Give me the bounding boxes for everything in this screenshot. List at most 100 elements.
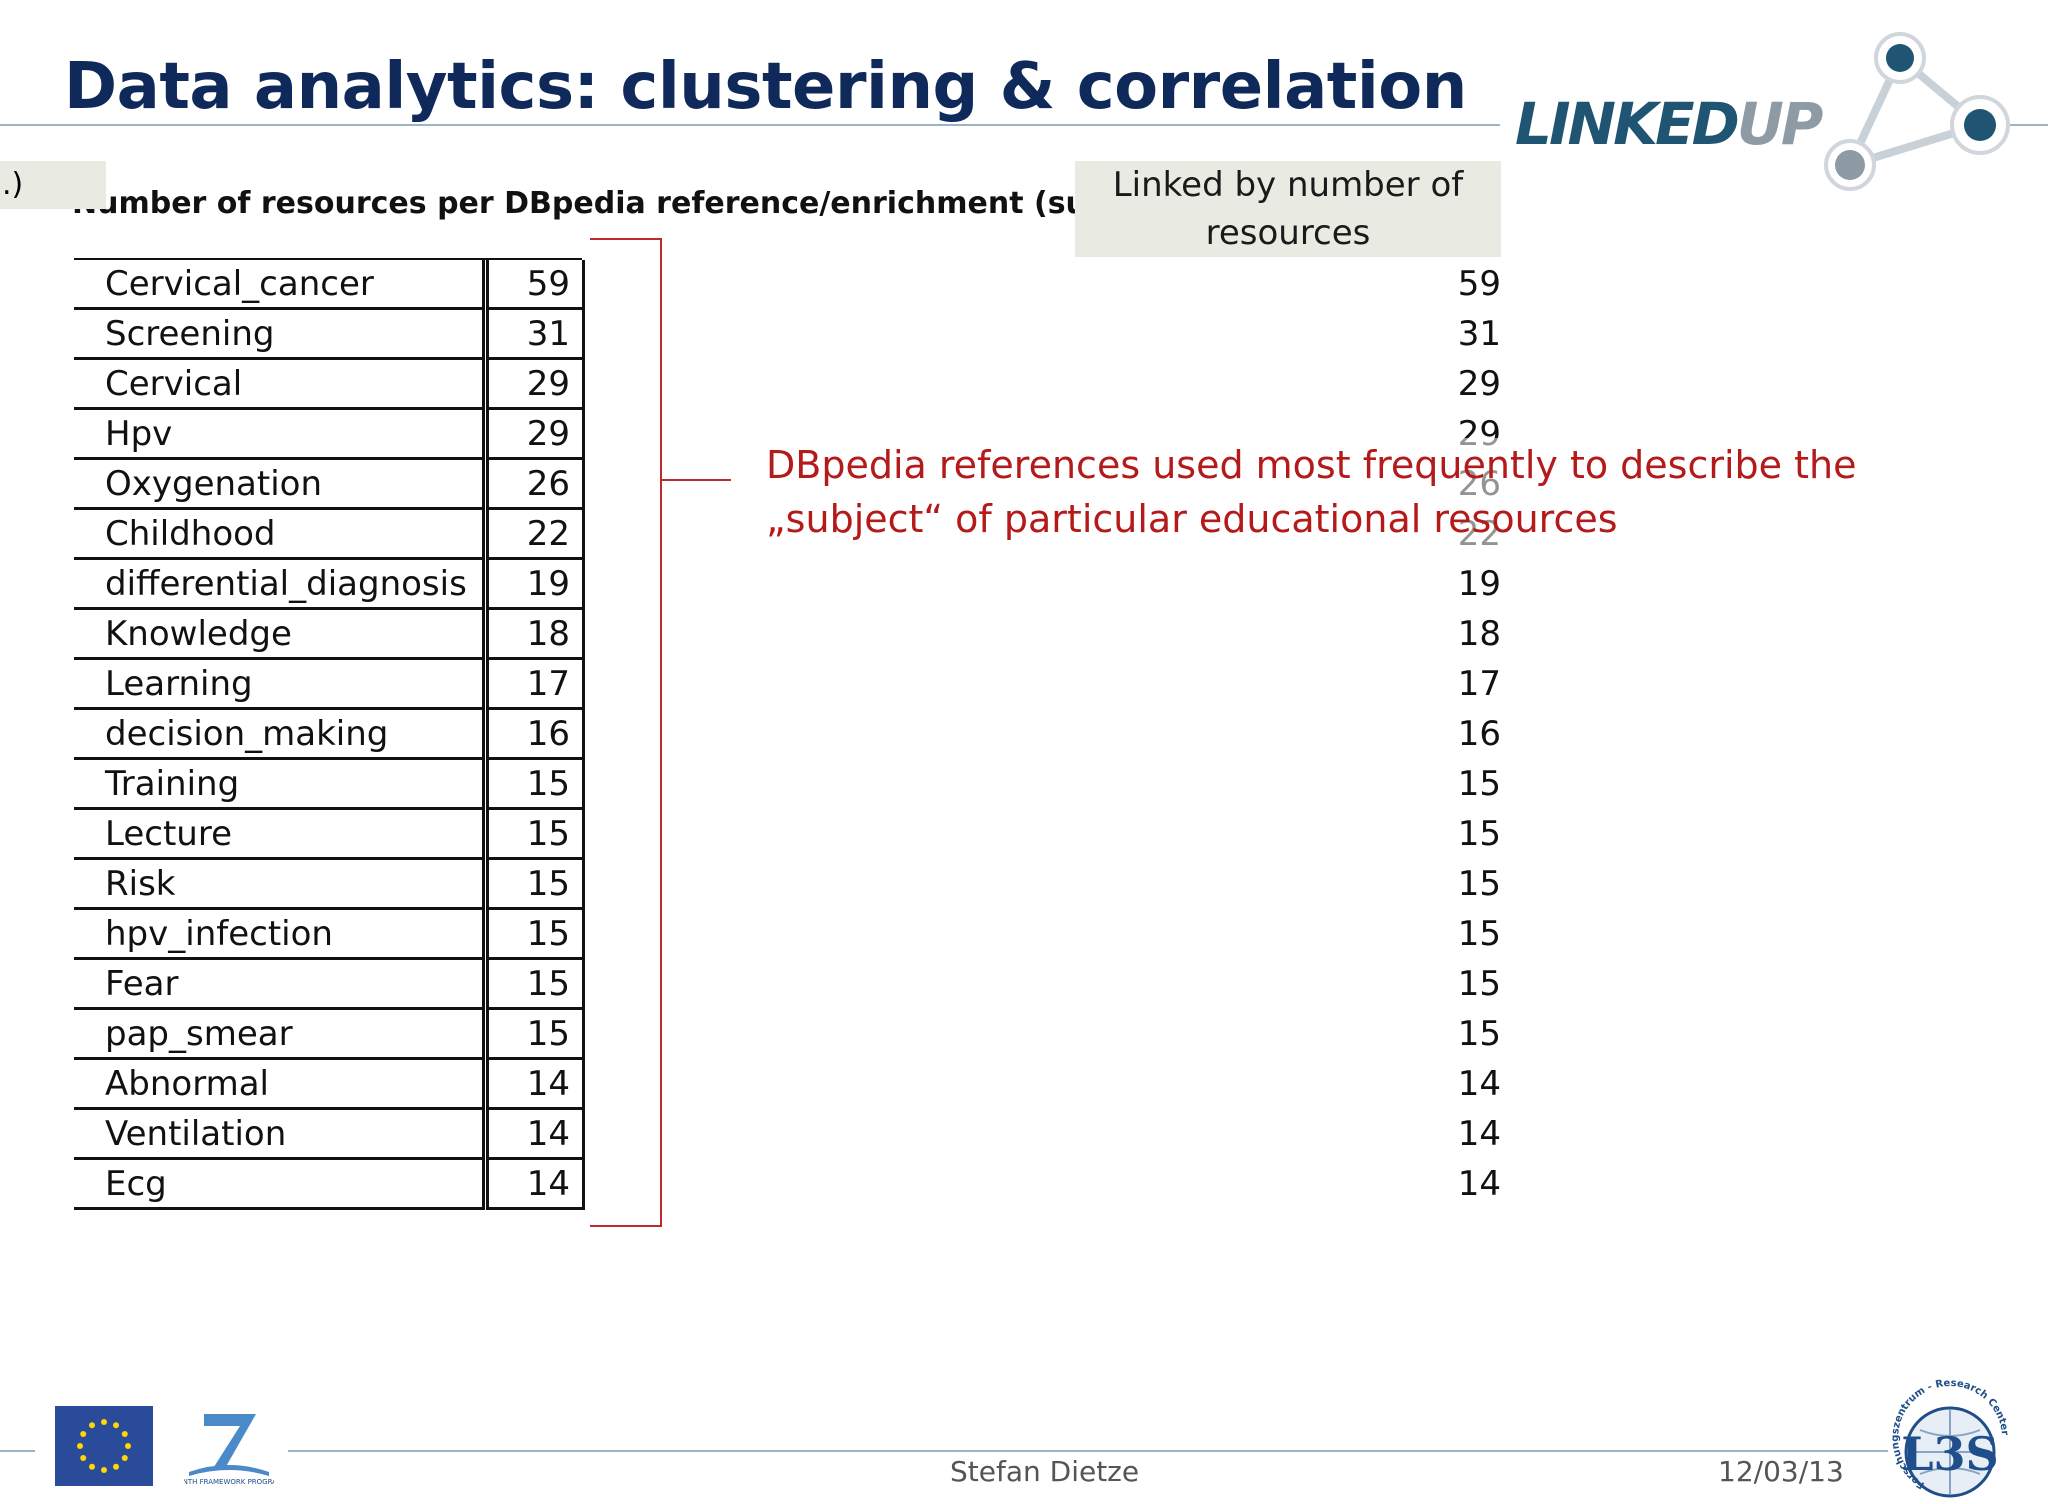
table-row-value: 29 [486,360,585,410]
linked-value: 18 [1457,614,1501,654]
row-value: 14 [526,1064,570,1104]
linked-value: 17 [1457,664,1501,704]
row-label: Ventilation [105,1114,287,1154]
truncated-cell: .) [0,161,106,209]
row-value: 59 [526,264,570,304]
row-label: pap_smear [105,1014,293,1054]
row-label: differential_diagnosis [105,564,467,604]
eu-star [89,1422,95,1429]
linked-value: 31 [1457,314,1501,354]
linked-value: 16 [1457,714,1501,754]
table-row-value: 59 [486,260,585,310]
table-row-name: Risk [74,860,485,910]
row-label: Learning [105,664,253,704]
linked-value: 19 [1457,564,1501,604]
row-value: 17 [526,664,570,704]
row-label: Oxygenation [105,464,323,504]
header-rule [0,124,1500,126]
eu-star [113,1422,119,1429]
bracket [590,238,695,1227]
row-label: decision_making [105,714,389,754]
linked-column-header: Linked by number of resources [1075,161,1501,257]
table-row-name: Abnormal [74,1060,485,1110]
linked-value: 15 [1457,814,1501,854]
table-row-name: Cervical [74,360,485,410]
row-value: 16 [526,714,570,754]
row-value: 15 [526,764,570,804]
linked-value: 15 [1457,864,1501,904]
table-row-value: 14 [486,1160,585,1210]
table-row-value: 19 [486,560,585,610]
row-label: Ecg [105,1164,167,1204]
l3s-text: L3S [1901,1427,1999,1481]
eu-star [121,1431,128,1437]
row-label: Screening [105,314,275,354]
linked-value: 15 [1457,1014,1501,1054]
table-row-name: Ventilation [74,1110,485,1160]
row-value: 26 [526,464,570,504]
table-row-value: 14 [486,1060,585,1110]
l3s-logo: L3S Forschungszentrum - Research Center [1890,1378,2010,1498]
table-row-name: Knowledge [74,610,485,660]
eu-star [80,1455,87,1461]
table-row-name: differential_diagnosis [74,560,485,610]
table-row-name: Training [74,760,485,810]
row-value: 15 [526,814,570,854]
footer-rule-left [0,1450,35,1452]
table-row-name: Learning [74,660,485,710]
linkedup-network-icon [1824,32,2010,191]
row-value: 29 [526,414,570,454]
row-label: Risk [105,864,176,904]
linked-value: 29 [1457,364,1501,404]
table-row-value: 31 [486,310,585,360]
linked-value: 59 [1457,264,1501,304]
table-row-value: 26 [486,460,585,510]
row-label: Fear [105,964,179,1004]
row-value: 31 [526,314,570,354]
table-row-value: 16 [486,710,585,760]
eu-star [80,1431,87,1437]
row-value: 18 [526,614,570,654]
table-top-border [74,258,582,260]
table-row-name: Oxygenation [74,460,485,510]
eu-star [125,1443,131,1449]
row-value: 22 [526,514,570,554]
table-row-name: Fear [74,960,485,1010]
table-row-name: Cervical_cancer [74,260,485,310]
linked-value: 14 [1457,1064,1501,1104]
linked-value: 14 [1457,1164,1501,1204]
row-label: Abnormal [105,1064,269,1104]
row-value: 19 [526,564,570,604]
table-row-name: hpv_infection [74,910,485,960]
table-row-name: Childhood [74,510,485,560]
fp7-label: SEVENTH FRAMEWORK PROGRAMME [184,1478,274,1486]
row-label: Training [105,764,240,804]
linked-value: 14 [1457,1114,1501,1154]
row-value: 15 [526,1014,570,1054]
fp7-logo: SEVENTH FRAMEWORK PROGRAMME [184,1414,274,1486]
footer-author: Stefan Dietze [950,1455,1140,1488]
footer-date: 12/03/13 [1718,1455,1844,1488]
eu-star [101,1467,107,1473]
table-row-value: 15 [486,860,585,910]
table-row-value: 15 [486,1010,585,1060]
table-row-value: 14 [486,1110,585,1160]
row-label: Lecture [105,814,232,854]
linked-value: 15 [1457,964,1501,1004]
linkedup-logo: LINKEDUP [1515,90,1823,158]
row-value: 29 [526,364,570,404]
row-label: Knowledge [105,614,292,654]
linked-value: 15 [1457,764,1501,804]
row-label: Cervical_cancer [105,264,374,304]
row-label: hpv_infection [105,914,333,954]
table-row-value: 15 [486,910,585,960]
table-row-value: 15 [486,960,585,1010]
eu-flag-logo [55,1406,153,1486]
eu-star [101,1419,107,1425]
table-row-value: 17 [486,660,585,710]
table-row-name: decision_making [74,710,485,760]
eu-star [89,1463,95,1470]
row-value: 14 [526,1164,570,1204]
row-label: Cervical [105,364,243,404]
table-row-name: Ecg [74,1160,485,1210]
